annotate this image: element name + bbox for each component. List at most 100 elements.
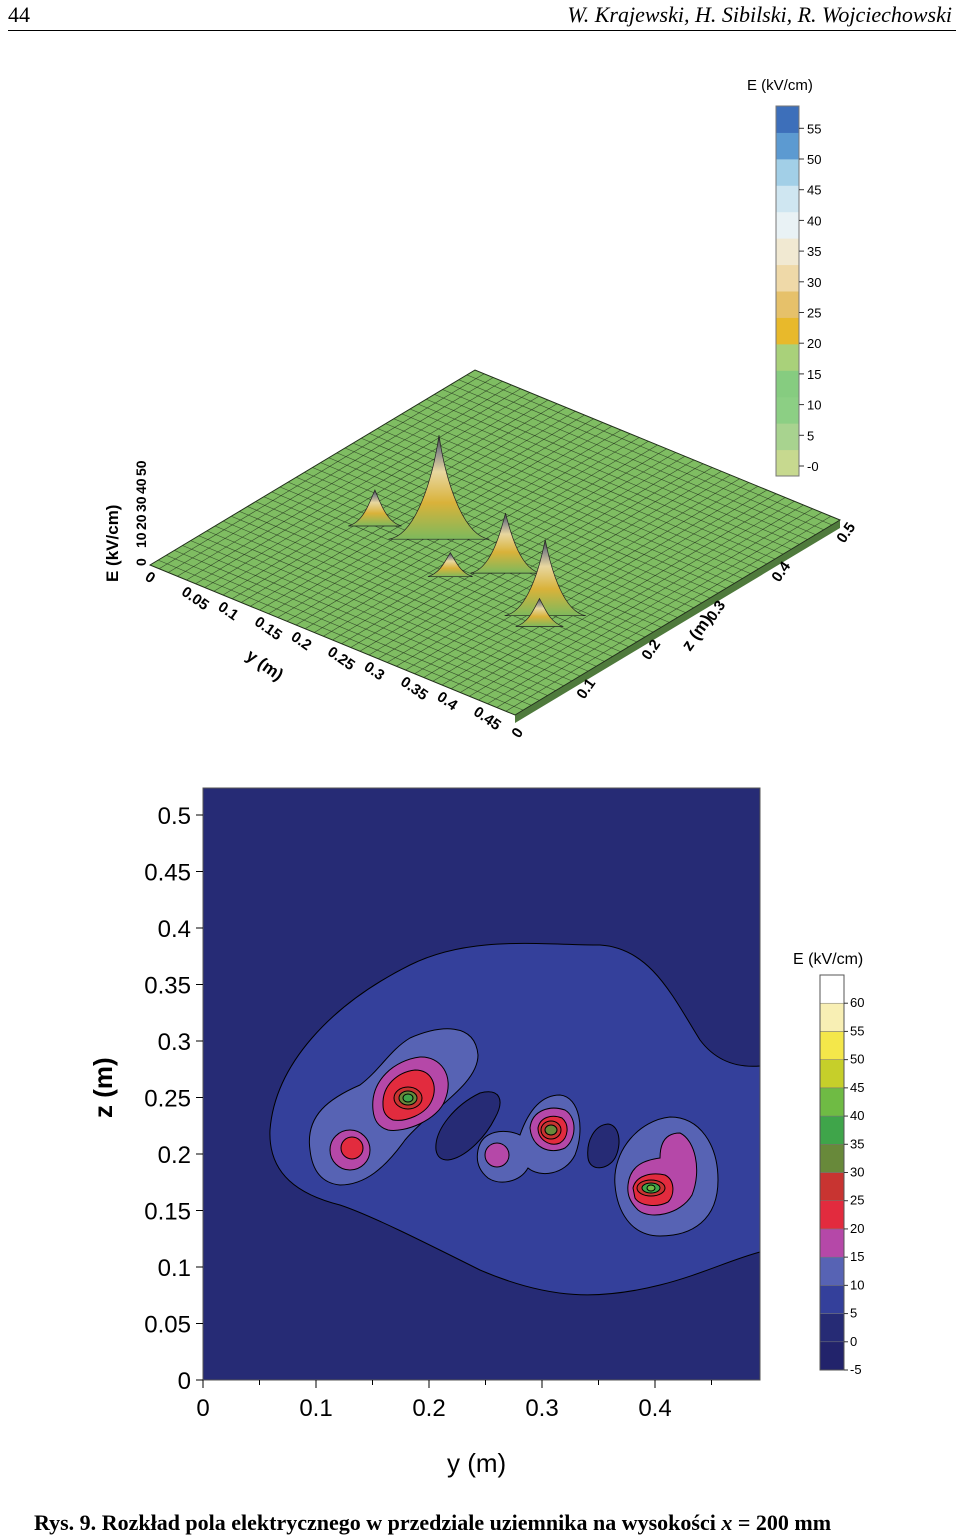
surface-grid-line [450,384,816,535]
surface-e-tick: 40 [133,478,149,494]
colorbar-tick-label: 55 [807,121,821,136]
e-axis-label: E (kV/cm) [103,505,122,582]
surface-grid-line [469,500,795,697]
surface-grid-line [405,474,731,671]
colorbar-block [819,1285,845,1314]
surface-grid-line [514,519,841,716]
surface-e-tick: 30 [133,496,149,512]
surface-z-tick: 0 [508,725,527,742]
contour-y-tick-label: 0 [178,1368,191,1395]
colorbar-ticks-3d: -0 5 10 15 20 25 30 35 40 45 50 55 [799,121,821,474]
colorbar-tick-label: 15 [807,367,821,382]
contour-x-tick-label: 0.3 [525,1395,558,1422]
surface-e-tick: 0 [133,558,149,566]
surface-grid-line [450,493,777,690]
colorbar-block [776,211,799,239]
surface-grid-line [496,512,822,708]
contour-y-tick-label: 0.05 [144,1312,191,1339]
colorbar-tick-label: 60 [850,995,864,1010]
surface-grid-line [460,497,786,693]
contour-region-level-20-b [340,1136,364,1160]
caption-var: x [721,1510,733,1535]
colorbar-tick-label: 25 [850,1193,864,1208]
surface-y-tick: 0.1 [215,598,242,624]
surface-grid-line [344,447,711,599]
colorbar-block [819,1256,845,1286]
surface-grid-line [441,489,768,686]
colorbar-block [819,1115,845,1145]
surface-y-tick: 0 [142,568,159,587]
surface-mesh [148,369,842,723]
colorbar-tick-label: 35 [850,1136,864,1151]
colorbar-block [776,106,799,133]
colorbar-tick-label: 55 [850,1023,864,1038]
surface-grid-line [458,379,824,531]
contour-y-tick-label: 0.1 [158,1255,191,1282]
colorbar-tick-label: 35 [807,244,821,259]
surface-grid-line [312,467,678,618]
low-field-pocket-a [435,1091,501,1161]
surface-grid-line [487,508,813,705]
surface-grid-line [353,442,719,594]
colorbar-block [776,264,799,292]
colorbar-tick-label: 30 [807,275,821,290]
surface-grid-line [505,515,832,712]
running-head: W. Krajewski, H. Sibilski, R. Wojciechow… [567,2,952,27]
colorbar-block [776,291,799,318]
colorbar-title-3d: E (kV/cm) [747,77,813,94]
contour-x-ticks: 0 0.1 0.2 0.3 0.4 [196,1380,712,1422]
colorbar-tick-label: 50 [807,152,821,167]
surface-side [515,520,840,723]
surface-grid-line [396,470,722,667]
colorbar-frame [775,105,800,477]
contour-region-level-15-c [484,1142,510,1168]
colorbar-block [776,132,799,160]
colorbar-tick-label: -5 [850,1362,862,1377]
colorbar-tick-label: 10 [807,398,821,413]
colorbar-tick-label: 20 [807,336,821,351]
colorbar-tick-label: 15 [850,1249,864,1264]
contour-x-tick-label: 0 [196,1395,209,1422]
colorbar-block [819,1172,845,1201]
surface-e-tick: 50 [133,460,149,476]
colorbar-block [819,1087,845,1117]
colorbar-block [776,343,799,371]
surface-y-tick: 0.2 [288,628,315,654]
colorbar-tick-label: 45 [850,1080,864,1095]
colorbar-block [819,1228,845,1258]
surface-peak [388,435,490,540]
surface-grid-line [409,408,776,560]
colorbar-2d [819,974,845,1371]
surface-peaks [348,435,586,627]
contour-y-ticks: 0 0.05 0.1 0.15 0.2 0.25 0.3 0.35 0.4 0.45 0.5 [144,803,203,1395]
contour-x-tick-label: 0.2 [412,1395,445,1422]
colorbar-tick-label: 5 [807,428,814,443]
surface-e-tick: 20 [133,514,149,530]
surface-peak [348,489,402,527]
y-axis-label-3d: y (m) [243,646,287,685]
figure-caption: Rys. 9. Rozkład pola elektrycznego w prz… [34,1510,831,1536]
surface-grid-line [432,485,759,682]
caption-label: Rys. 9. [34,1510,97,1535]
colorbar-block [776,317,799,345]
contour-x-tick-label: 0.4 [638,1395,671,1422]
surface-grid-line [359,455,686,652]
colorbar-block [819,1002,845,1032]
surface-peak [515,597,564,627]
contour-y-tick-label: 0.35 [144,973,191,1000]
hot-core-c [636,1179,666,1197]
surface-grid-line [426,398,792,550]
colorbar-block [819,1059,845,1089]
surface-grid-line [401,413,767,565]
colorbar-tick-label: 40 [850,1108,864,1123]
contour-y-tick-label: 0.25 [144,1086,191,1113]
surface-grid-line [385,423,751,574]
colorbar-tick-label: 45 [807,183,821,198]
surface-grid-line [418,403,784,555]
page-header: 44 W. Krajewski, H. Sibilski, R. Wojciec… [8,0,956,31]
colorbar-block [819,1200,845,1230]
colorbar-tick-label: 0 [850,1334,857,1349]
colorbar-block [776,396,799,424]
colorbar-tick-label: 30 [850,1165,864,1180]
colorbar-tick-label: 5 [850,1306,857,1321]
